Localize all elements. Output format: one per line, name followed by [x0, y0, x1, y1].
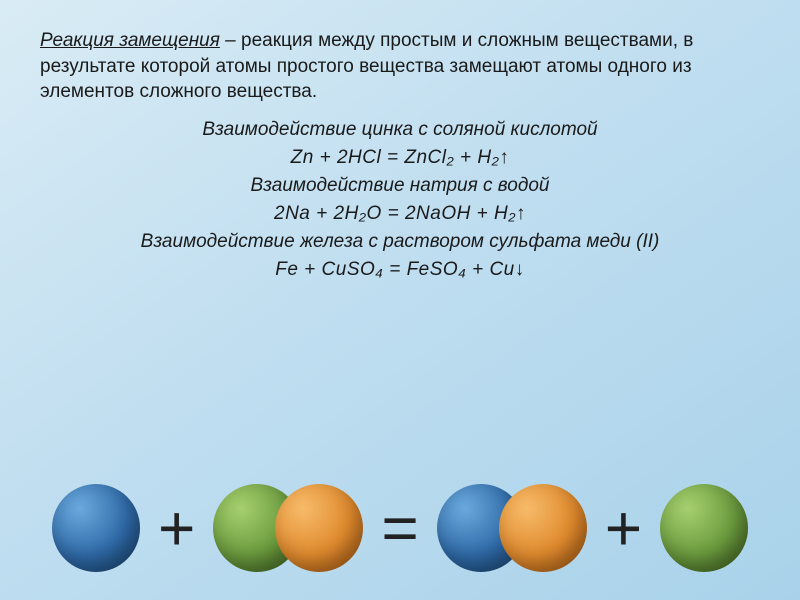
atom-orange: [275, 484, 363, 572]
example-title-0: Взаимодействие цинка с соляной кислотой: [40, 119, 760, 141]
molecule-blue-orange: [437, 484, 587, 572]
plus-icon: +: [158, 496, 195, 560]
molecule-green-orange: [213, 484, 363, 572]
atom-green: [660, 484, 748, 572]
example-title-1: Взаимодействие натрия с водой: [40, 175, 760, 197]
definition-term: Реакция замещения: [40, 30, 220, 51]
example-equation-2: Fe + CuSO₄ = FeSO₄ + Cu↓: [40, 259, 760, 281]
definition-paragraph: Реакция замещения – реакция между просты…: [40, 28, 760, 105]
slide: Реакция замещения – реакция между просты…: [0, 0, 800, 600]
reaction-diagram: + = +: [0, 484, 800, 572]
example-equation-1: 2Na + 2H₂O = 2NaOH + H₂↑: [40, 203, 760, 225]
atom-orange: [499, 484, 587, 572]
plus-icon: +: [605, 496, 642, 560]
equals-icon: =: [381, 496, 418, 560]
example-equation-0: Zn + 2HCl = ZnCl₂ + H₂↑: [40, 147, 760, 169]
atom-blue: [52, 484, 140, 572]
example-title-2: Взаимодействие железа с раствором сульфа…: [40, 231, 760, 253]
